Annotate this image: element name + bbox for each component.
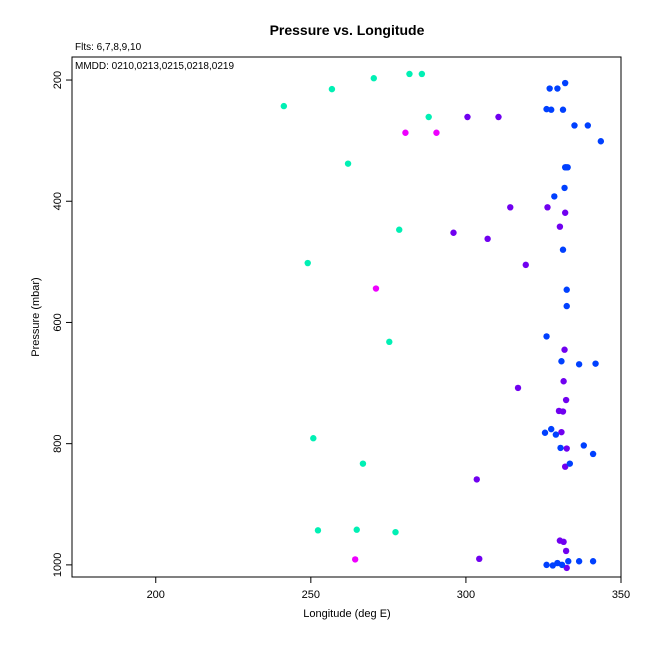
data-point-purple <box>484 235 491 243</box>
x-axis: 200 250 300 350 <box>147 577 630 601</box>
data-point-purple <box>507 204 514 211</box>
data-point-magenta <box>433 129 440 136</box>
data-point-teal <box>353 526 360 533</box>
data-point-purple <box>559 408 567 415</box>
x-axis-label: Longitude (deg E) <box>303 608 390 620</box>
data-point-blue <box>575 361 583 368</box>
y-axis-label: Pressure (mbar) <box>30 277 42 356</box>
data-point-teal <box>392 528 399 536</box>
data-point-blue <box>566 460 574 467</box>
data-point-purple <box>476 555 483 563</box>
data-point-purple <box>522 261 529 269</box>
data-point-blue <box>561 164 569 171</box>
data-point-purple <box>561 209 569 216</box>
data-point-blue <box>558 358 565 365</box>
data-point-purple <box>563 445 570 452</box>
data-point-magenta <box>351 556 359 563</box>
x-tick-label: 250 <box>302 589 320 601</box>
data-point-teal <box>386 338 393 346</box>
data-point-blue <box>558 561 566 569</box>
data-point-purple <box>495 113 502 121</box>
data-point-purple <box>514 384 522 392</box>
data-point-blue <box>557 444 564 452</box>
data-point-blue <box>575 558 583 565</box>
y-tick-label: 1000 <box>52 553 64 577</box>
y-tick-label: 600 <box>52 313 64 331</box>
data-point-blue <box>563 302 570 310</box>
data-point-blue <box>584 122 592 129</box>
data-point-blue <box>559 106 567 113</box>
data-point-blue <box>543 561 550 569</box>
data-point-magenta <box>372 285 380 292</box>
data-point-blue <box>548 425 555 433</box>
data-point-teal <box>344 160 352 167</box>
flights-annotation: Flts: 6,7,8,9,10 <box>75 42 142 53</box>
data-point-blue <box>589 558 597 565</box>
data-point-teal <box>406 70 413 78</box>
data-point-blue <box>589 450 597 458</box>
data-point-teal <box>370 75 377 82</box>
data-point-teal <box>304 259 311 267</box>
x-tick-label: 350 <box>612 589 630 601</box>
data-point-teal <box>418 70 426 78</box>
data-point-teal <box>314 527 322 534</box>
data-point-blue <box>571 122 578 129</box>
data-point-purple <box>560 378 567 385</box>
data-point-purple <box>556 223 564 230</box>
x-tick-label: 200 <box>147 589 165 601</box>
data-point-blue <box>561 184 568 192</box>
data-point-purple <box>464 113 471 121</box>
y-axis: 200 400 600 800 1000 <box>52 71 72 577</box>
data-point-purple <box>560 538 567 546</box>
data-point-teal <box>280 102 288 110</box>
data-point-blue <box>541 429 549 436</box>
dates-annotation: MMDD: 0210,0213,0215,0218,0219 <box>75 61 234 72</box>
data-point-blue <box>563 286 570 293</box>
data-point-teal <box>396 226 403 233</box>
data-point-teal <box>328 85 336 93</box>
data-point-purple <box>562 547 570 555</box>
data-point-purple <box>561 463 569 470</box>
y-tick-label: 200 <box>52 71 64 89</box>
data-point-blue <box>554 85 561 92</box>
data-point-blue <box>543 333 550 340</box>
data-point-blue <box>565 558 572 565</box>
data-point-purple <box>558 428 565 436</box>
y-tick-label: 800 <box>52 434 64 452</box>
data-point-purple <box>563 564 570 572</box>
data-point-purple <box>562 396 570 404</box>
data-point-blue <box>597 138 605 145</box>
data-point-teal <box>310 435 317 442</box>
data-point-blue <box>548 106 555 113</box>
data-point-blue <box>561 79 569 87</box>
plot-frame <box>71 56 622 578</box>
data-point-purple <box>473 476 480 483</box>
data-point-purple <box>450 229 457 236</box>
data-point-blue <box>551 193 558 200</box>
data-point-teal <box>359 460 367 467</box>
data-points <box>280 70 605 572</box>
y-tick-label: 400 <box>52 192 64 210</box>
data-point-blue <box>543 105 550 113</box>
data-point-blue <box>580 442 587 449</box>
data-point-magenta <box>402 129 409 136</box>
data-point-blue <box>592 360 599 367</box>
data-point-blue <box>552 431 560 438</box>
chart-title: Pressure vs. Longitude <box>270 22 425 38</box>
data-point-teal <box>425 113 432 121</box>
x-tick-label: 300 <box>457 589 475 601</box>
data-point-blue <box>559 246 567 253</box>
data-point-purple <box>544 204 551 211</box>
data-point-purple <box>561 346 568 353</box>
data-point-blue <box>546 85 553 92</box>
